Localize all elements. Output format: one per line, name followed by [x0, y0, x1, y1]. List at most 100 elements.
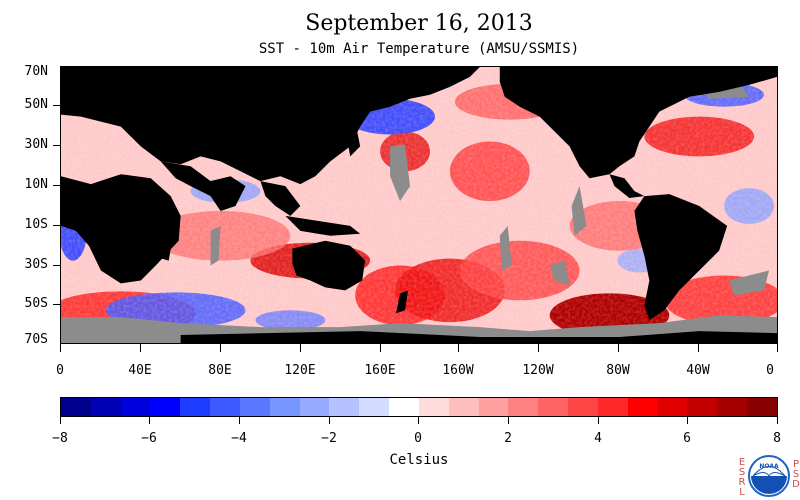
- lon-tick: [538, 344, 539, 352]
- lon-tick: [300, 344, 301, 352]
- lon-tick: [380, 344, 381, 352]
- lat-label-50n: 50N: [24, 97, 48, 112]
- colorbar-tick: [60, 417, 61, 424]
- colorbar-swatch: [508, 398, 539, 416]
- colorbar: [60, 397, 778, 417]
- colorbar-label-minus2: −2: [321, 431, 337, 446]
- lon-tick: [777, 344, 778, 352]
- colorbar-swatch: [478, 398, 509, 416]
- psd-text: PSD: [792, 459, 800, 490]
- eurasia-land: [61, 67, 480, 185]
- colorbar-swatch: [747, 398, 777, 416]
- lon-label-0: 0: [56, 363, 64, 378]
- lon-tick: [698, 344, 699, 352]
- colorbar-label-minus8: −8: [52, 431, 68, 446]
- lat-label-70s: 70S: [24, 332, 48, 347]
- lon-label-40w: 40W: [686, 363, 710, 378]
- lat-label-10n: 10N: [24, 177, 48, 192]
- lon-label-120w: 120W: [522, 363, 554, 378]
- colorbar-swatch: [448, 398, 479, 416]
- southeast-asia-land: [260, 181, 301, 216]
- south-america-land: [634, 194, 728, 321]
- colorbar-swatch: [120, 398, 151, 416]
- lon-label-80w: 80W: [606, 363, 630, 378]
- lat-tick: [53, 185, 60, 186]
- colorbar-swatch: [597, 398, 628, 416]
- lat-tick: [53, 105, 60, 106]
- lat-label-50s: 50S: [24, 296, 48, 311]
- land-masses: [61, 67, 777, 343]
- colorbar-label-minus4: −4: [231, 431, 247, 446]
- colorbar-tick: [598, 417, 599, 424]
- colorbar-label-6: 6: [683, 431, 691, 446]
- madagascar-land: [161, 237, 173, 261]
- colorbar-label-8: 8: [773, 431, 781, 446]
- esrl-text: ESRL: [738, 457, 746, 498]
- colorbar-swatch: [61, 398, 91, 416]
- map-canvas: [61, 67, 777, 343]
- colorbar-swatch: [299, 398, 330, 416]
- colorbar-swatch: [568, 398, 598, 416]
- lat-label-10s: 10S: [24, 217, 48, 232]
- antarctica-land: [180, 331, 777, 343]
- colorbar-swatch: [389, 398, 419, 416]
- colorbar-swatch: [717, 398, 748, 416]
- central-america-land: [609, 174, 645, 199]
- lat-tick: [53, 145, 60, 146]
- north-america-land: [499, 67, 777, 179]
- colorbar-swatch: [329, 398, 360, 416]
- colorbar-tick: [777, 417, 778, 424]
- colorbar-label-minus6: −6: [141, 431, 157, 446]
- lat-tick: [53, 225, 60, 226]
- noaa-logo-text: NOAA: [759, 463, 779, 470]
- colorbar-swatch: [239, 398, 270, 416]
- colorbar-swatch: [627, 398, 658, 416]
- new-zealand-land: [396, 290, 409, 314]
- colorbar-tick: [687, 417, 688, 424]
- colorbar-tick: [149, 417, 150, 424]
- lat-tick: [53, 265, 60, 266]
- colorbar-swatch: [359, 398, 390, 416]
- japan-land: [345, 121, 361, 157]
- lat-tick: [53, 304, 60, 305]
- map-title: September 16, 2013: [305, 11, 533, 36]
- lat-label-70n: 70N: [24, 64, 48, 79]
- lon-label-0-east: 0: [766, 363, 774, 378]
- indonesia-land: [285, 215, 361, 236]
- lon-label-160w: 160W: [442, 363, 474, 378]
- lon-tick: [458, 344, 459, 352]
- lon-tick: [618, 344, 619, 352]
- colorbar-swatch: [90, 398, 121, 416]
- colorbar-label-2: 2: [504, 431, 512, 446]
- colorbar-tick: [239, 417, 240, 424]
- colorbar-unit-label: Celsius: [389, 452, 449, 468]
- africa-land: [61, 174, 181, 284]
- lat-label-30s: 30S: [24, 257, 48, 272]
- arabia-india-land: [160, 161, 246, 211]
- colorbar-swatch: [269, 398, 300, 416]
- colorbar-tick: [418, 417, 419, 424]
- lon-label-120e: 120E: [284, 363, 316, 378]
- lon-label-40e: 40E: [128, 363, 152, 378]
- colorbar-tick: [508, 417, 509, 424]
- sst-anomaly-map: [60, 66, 778, 344]
- colorbar-swatch: [657, 398, 688, 416]
- lat-label-30n: 30N: [24, 137, 48, 152]
- noaa-logo: NOAA: [748, 455, 790, 497]
- colorbar-swatch: [687, 398, 718, 416]
- lon-tick: [220, 344, 221, 352]
- colorbar-swatch: [538, 398, 569, 416]
- greenland-land: [699, 67, 760, 89]
- colorbar-label-4: 4: [594, 431, 602, 446]
- colorbar-swatch: [180, 398, 211, 416]
- lon-tick: [140, 344, 141, 352]
- lon-label-160e: 160E: [364, 363, 396, 378]
- colorbar-swatch: [418, 398, 449, 416]
- colorbar-swatch: [210, 398, 240, 416]
- colorbar-tick: [329, 417, 330, 424]
- australia-land: [292, 240, 366, 291]
- lon-label-80e: 80E: [208, 363, 232, 378]
- colorbar-label-0: 0: [414, 431, 422, 446]
- lon-tick: [60, 344, 61, 352]
- colorbar-swatch: [150, 398, 181, 416]
